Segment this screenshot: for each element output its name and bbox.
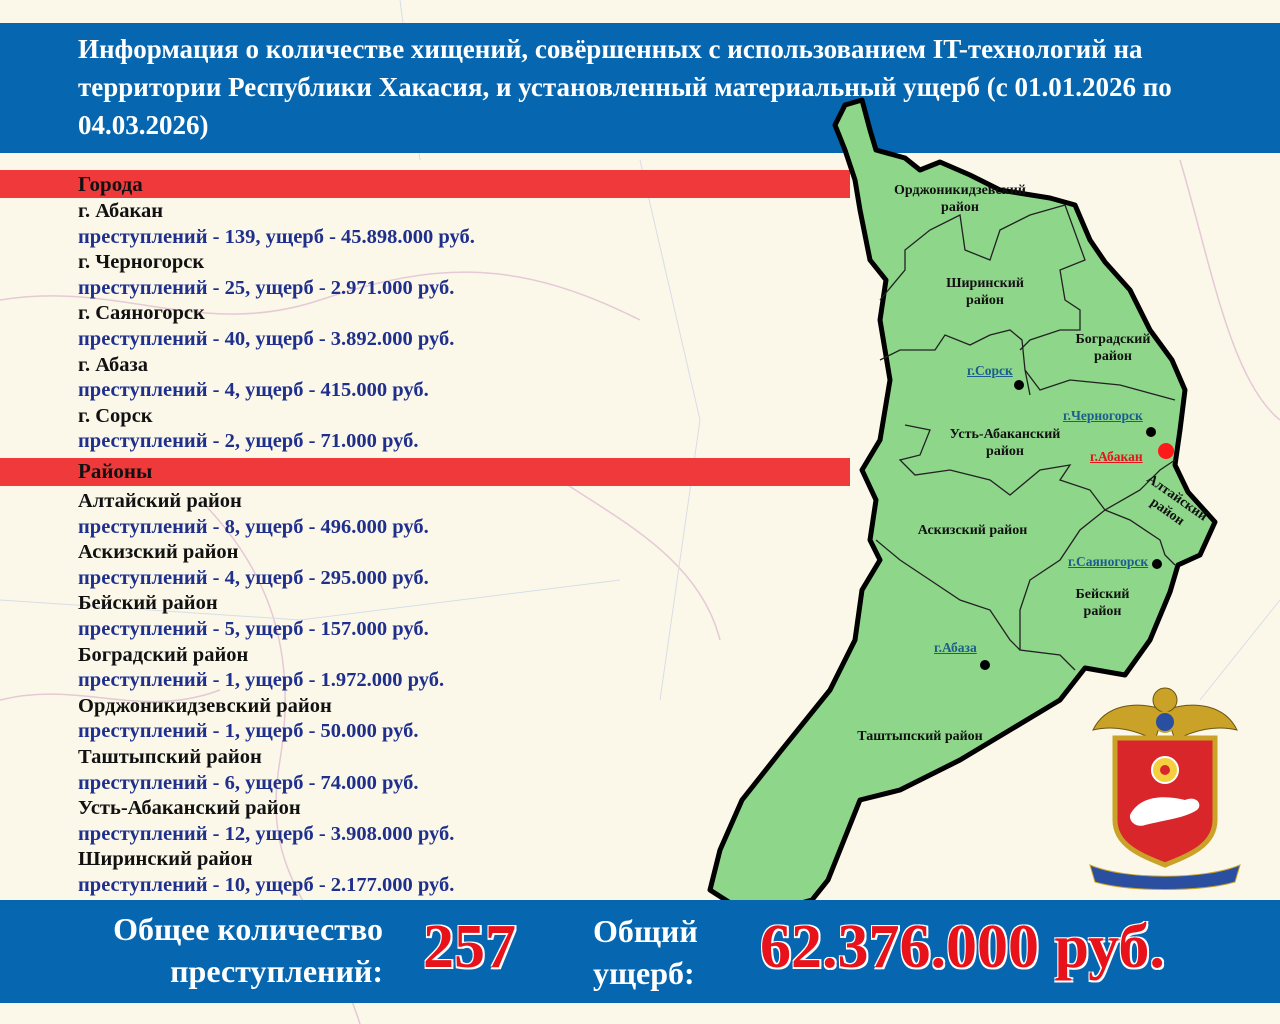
total-crimes-value: 257: [423, 913, 516, 981]
district-item: Таштыпский район преступлений - 6, ущерб …: [78, 745, 454, 796]
map-label-bograd: Боградский район: [1075, 332, 1151, 364]
ribbon: [1089, 864, 1241, 890]
city-dot-chernogorsk: [1146, 427, 1156, 437]
district-item: Ширинский район преступлений - 10, ущерб …: [78, 847, 454, 898]
map-label-tashtyp: Таштыпский район: [857, 729, 983, 744]
city-name: г. Абаза: [78, 353, 148, 376]
page-title: Информация о количестве хищений, совёрше…: [78, 34, 1172, 140]
district-item: Бейский район преступлений - 5, ущерб - 1…: [78, 591, 454, 642]
republic-outline: [707, 97, 1218, 915]
city-stat: преступлений - 2, ущерб - 71.000 руб.: [78, 430, 419, 453]
total-crimes-label-line1: Общее количество: [113, 911, 383, 947]
police-emblem: [1089, 687, 1241, 890]
footer-banner: [0, 900, 1280, 1003]
map-city-abaza: г.Абаза: [934, 640, 977, 655]
city-dot-abaza: [980, 660, 990, 670]
districts-heading: Районы: [78, 459, 153, 483]
map-label-shira: Ширинский район: [946, 276, 1024, 308]
district-stat: преступлений - 10, ущерб - 2.177.000 руб…: [78, 873, 455, 896]
district-name: Ширинский район: [78, 848, 253, 871]
map-city-sorsk: г.Сорск: [967, 363, 1013, 378]
header-banner: [0, 23, 1280, 153]
city-item: г. Сорск преступлений - 2, ущерб - 71.000…: [78, 404, 475, 455]
city-item: г. Саяногорск преступлений - 40, ущерб - …: [78, 301, 475, 352]
cities-list: г. Абакан преступлений - 139, ущерб - 45.…: [78, 199, 475, 455]
district-stat: преступлений - 1, ущерб - 1.972.000 руб.: [78, 669, 445, 692]
district-name: Аскизский район: [78, 541, 239, 564]
district-name: Таштыпский район: [78, 745, 262, 768]
city-dot-sorsk: [1014, 380, 1024, 390]
total-damage-value: 62.376.000 руб.: [760, 913, 1165, 981]
district-item: Орджоникидзевский район преступлений - 1,…: [78, 694, 454, 745]
district-item: Усть-Абаканский район преступлений - 12, …: [78, 796, 454, 847]
district-item: Боградский район преступлений - 1, ущерб …: [78, 643, 454, 694]
district-name: Усть-Абаканский район: [78, 797, 301, 820]
district-stat: преступлений - 1, ущерб - 50.000 руб.: [78, 720, 419, 743]
district-stat: преступлений - 12, ущерб - 3.908.000 руб…: [78, 822, 455, 845]
eagle-wing-left-icon: [1092, 704, 1166, 741]
district-stat: преступлений - 8, ущерб - 496.000 руб.: [78, 515, 429, 538]
district-name: Орджоникидзевский район: [78, 694, 332, 717]
map-city-abakan: г.Абакан: [1090, 449, 1143, 464]
district-stat: преступлений - 6, ущерб - 74.000 руб.: [78, 771, 419, 794]
map-city-chernogorsk: г.Черногорск: [1063, 408, 1143, 423]
districts-section-bar: [0, 458, 850, 486]
city-name: г. Саяногорск: [78, 302, 205, 325]
city-dot-abakan: [1158, 443, 1174, 459]
map-label-ustabakan: Усть-Абаканский район: [949, 427, 1061, 459]
cities-section-bar: [0, 170, 850, 198]
districts-list: Алтайский район преступлений - 8, ущерб -…: [78, 489, 454, 899]
map-label-ordzhonikidze: Орджоникидзевский район: [894, 183, 1026, 215]
eagle-wing-right-icon: [1164, 704, 1238, 741]
map-label-beya: Бейский район: [1075, 587, 1130, 619]
total-damage-label-line1: Общий: [593, 913, 698, 949]
district-stat: преступлений - 5, ущерб - 157.000 руб.: [78, 617, 429, 640]
total-damage-label: Общий ущерб:: [593, 910, 698, 994]
city-name: г. Черногорск: [78, 251, 205, 274]
district-name: Алтайский район: [78, 490, 242, 512]
district-item: Алтайский район преступлений - 8, ущерб -…: [78, 489, 454, 540]
map-city-sayanogorsk: г.Саяногорск: [1068, 554, 1149, 569]
city-item: г. Черногорск преступлений - 25, ущерб - …: [78, 250, 475, 301]
city-stat: преступлений - 25, ущерб - 2.971.000 руб…: [78, 276, 455, 299]
city-dot-sayanogorsk: [1152, 559, 1162, 569]
district-name: Бейский район: [78, 592, 218, 615]
district-name: Боградский район: [78, 643, 249, 666]
cities-heading: Города: [78, 172, 143, 196]
total-damage-label-line2: ущерб:: [593, 955, 695, 991]
city-name: г. Абакан: [78, 200, 164, 222]
district-item: Аскизский район преступлений - 4, ущерб -…: [78, 540, 454, 591]
city-stat: преступлений - 4, ущерб - 415.000 руб.: [78, 379, 429, 402]
snow-leopard-icon: [1129, 797, 1200, 826]
map-label-askiz: Аскизский район: [917, 523, 1028, 538]
district-borders: [875, 204, 1176, 671]
total-crimes-label: Общее количество преступлений:: [78, 908, 383, 992]
district-stat: преступлений - 4, ущерб - 295.000 руб.: [78, 566, 429, 589]
city-stat: преступлений - 139, ущерб - 45.898.000 р…: [78, 225, 475, 248]
city-item: г. Абакан преступлений - 139, ущерб - 45.…: [78, 199, 475, 250]
city-item: г. Абаза преступлений - 4, ущерб - 415.00…: [78, 353, 475, 404]
total-crimes-label-line2: преступлений:: [170, 953, 383, 989]
city-stat: преступлений - 40, ущерб - 3.892.000 руб…: [78, 327, 455, 350]
city-name: г. Сорск: [78, 404, 153, 427]
